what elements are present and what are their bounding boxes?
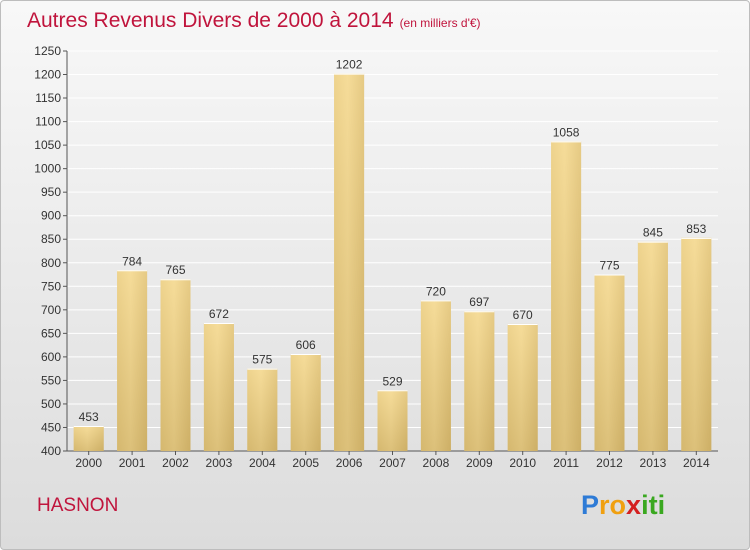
data-label: 720 xyxy=(426,284,446,298)
x-tick-label: 2011 xyxy=(553,456,579,470)
data-label: 672 xyxy=(209,307,229,321)
logo-letter: r xyxy=(599,490,610,520)
y-tick-label: 1100 xyxy=(35,115,61,129)
bar-shade xyxy=(420,300,451,451)
x-tick-label: 2004 xyxy=(249,456,276,470)
y-tick-label: 850 xyxy=(41,232,61,246)
data-labels: 453 784 765 672 575 606 1202 529 720 697 670 1058 77… xyxy=(79,58,707,424)
y-tick-label: 1200 xyxy=(34,68,61,82)
logo-letter: P xyxy=(581,490,600,520)
bars xyxy=(73,73,712,452)
bar-shade xyxy=(203,323,234,451)
y-tick-label: 650 xyxy=(41,326,61,340)
x-tick-label: 2009 xyxy=(466,456,493,470)
data-label: 453 xyxy=(79,410,99,424)
data-label: 784 xyxy=(122,254,142,268)
bar-shade xyxy=(290,354,321,451)
place-name: HASNON xyxy=(37,495,119,516)
bar-shade xyxy=(507,323,538,451)
bar-shade xyxy=(117,270,148,451)
x-tick-label: 2013 xyxy=(640,456,667,470)
y-tick-label: 1250 xyxy=(34,44,61,58)
data-label: 697 xyxy=(469,295,489,309)
x-tick-label: 2012 xyxy=(596,456,623,470)
y-tick-label: 750 xyxy=(41,279,61,293)
bar-shade xyxy=(594,274,625,451)
data-label: 845 xyxy=(643,226,663,240)
bar-shade xyxy=(464,311,495,451)
y-tick-label: 500 xyxy=(41,397,61,411)
bar-shade xyxy=(73,426,104,451)
data-label: 529 xyxy=(382,374,402,388)
bar-shade xyxy=(681,237,712,451)
data-label: 1202 xyxy=(336,58,363,72)
y-tick-label: 600 xyxy=(41,350,61,364)
x-tick-label: 2001 xyxy=(119,456,146,470)
data-label: 765 xyxy=(165,263,185,277)
bar-shade xyxy=(637,241,668,451)
data-label: 853 xyxy=(686,222,706,236)
y-tick-label: 450 xyxy=(41,420,61,434)
logo-letter: i xyxy=(641,490,649,520)
chart-subtitle: (en milliers d'€) xyxy=(399,16,481,30)
data-label: 775 xyxy=(599,259,619,273)
bar-shade xyxy=(160,279,191,451)
y-tick-label: 550 xyxy=(41,373,61,387)
axes: 400 450 500 550 600 650 700 750 800 850 900 950 1000… xyxy=(34,44,718,470)
bar-shade xyxy=(377,390,408,451)
x-tick-label: 2007 xyxy=(379,456,406,470)
logo-letter: t xyxy=(648,490,658,520)
x-tick-label: 2008 xyxy=(423,456,450,470)
bar-shade xyxy=(334,73,365,452)
chart-title: Autres Revenus Divers de 2000 à 2014 (en … xyxy=(27,9,481,33)
bar-shade xyxy=(551,141,582,451)
y-tick-label: 1150 xyxy=(35,91,61,105)
y-tick-label: 950 xyxy=(41,185,61,199)
x-tick-label: 2002 xyxy=(162,456,189,470)
y-tick-label: 1000 xyxy=(34,162,61,176)
proxiti-logo: Proxiti xyxy=(581,490,665,521)
data-label: 575 xyxy=(252,353,272,367)
bar-shade xyxy=(247,368,278,451)
x-tick-label: 2014 xyxy=(683,456,710,470)
data-label: 606 xyxy=(296,338,316,352)
y-tick-label: 1050 xyxy=(34,138,61,152)
logo-letter: i xyxy=(657,490,666,520)
data-label: 1058 xyxy=(553,125,580,139)
logo-letter: x xyxy=(626,490,642,520)
y-tick-label: 700 xyxy=(41,303,61,317)
x-tick-label: 2006 xyxy=(336,456,363,470)
y-tick-label: 900 xyxy=(41,209,61,223)
y-tick-label: 400 xyxy=(41,444,61,458)
x-tick-label: 2010 xyxy=(509,456,536,470)
x-tick-label: 2000 xyxy=(75,456,102,470)
data-label: 670 xyxy=(513,308,533,322)
y-tick-label: 800 xyxy=(41,256,61,270)
logo-letter: o xyxy=(609,490,627,520)
chart-title-text: Autres Revenus Divers de 2000 à 2014 xyxy=(27,9,394,32)
x-tick-label: 2005 xyxy=(292,456,319,470)
x-tick-label: 2003 xyxy=(206,456,233,470)
